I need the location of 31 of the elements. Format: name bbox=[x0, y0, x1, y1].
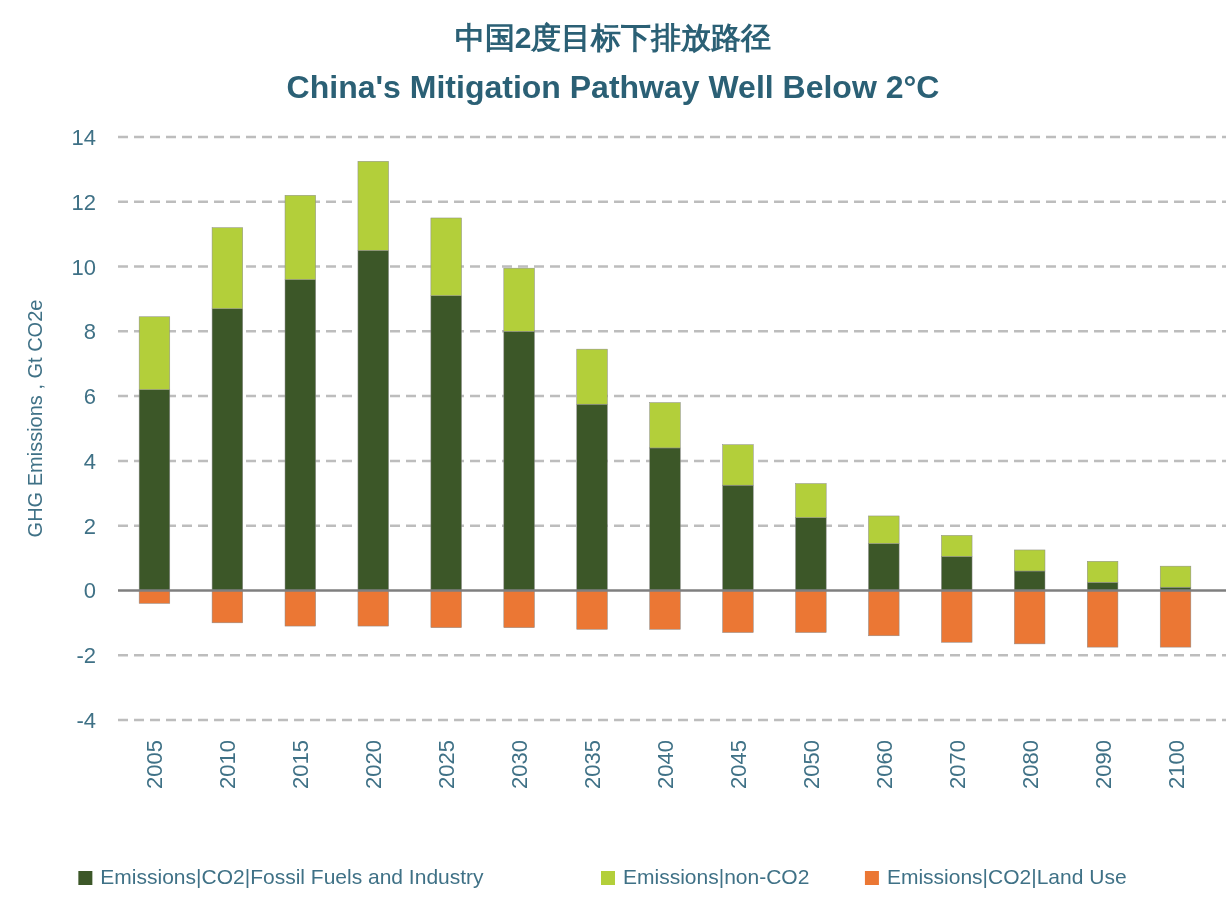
legend-label: Emissions|non-CO2 bbox=[623, 865, 810, 888]
x-tick-label: 2050 bbox=[798, 740, 824, 789]
x-tick-label: 2080 bbox=[1017, 740, 1043, 789]
x-tick-label: 2005 bbox=[142, 740, 168, 789]
y-tick-label: 12 bbox=[71, 189, 96, 215]
x-tick-label: 2100 bbox=[1163, 740, 1189, 789]
x-tick-label: 2060 bbox=[871, 740, 897, 789]
legend-label: Emissions|CO2|Fossil Fuels and Industry bbox=[100, 865, 485, 888]
x-tick-label: 2035 bbox=[580, 740, 606, 789]
x-tick-label: 2070 bbox=[944, 740, 970, 789]
y-tick-label: 10 bbox=[71, 254, 96, 280]
x-tick-label: 2045 bbox=[725, 740, 751, 789]
chart-title: 中国2度目标下排放路径 bbox=[454, 21, 772, 54]
x-tick-label: 2090 bbox=[1090, 740, 1116, 789]
y-axis-title: GHG Emissions , Gt CO2e bbox=[24, 299, 46, 538]
x-tick-label: 2010 bbox=[215, 740, 241, 789]
chart-subtitle: China's Mitigation Pathway Well Below 2°C bbox=[286, 69, 940, 105]
y-tick-label: 6 bbox=[83, 384, 96, 410]
y-tick-label: -2 bbox=[76, 643, 96, 669]
x-tick-label: 2040 bbox=[653, 740, 678, 789]
legend-label: Emissions|CO2|Land Use bbox=[886, 865, 1127, 888]
y-tick-label: -4 bbox=[76, 708, 96, 733]
y-tick-label: 14 bbox=[71, 125, 96, 150]
x-tick-label: 2025 bbox=[434, 740, 460, 789]
x-tick-label: 2015 bbox=[288, 740, 314, 789]
x-tick-label: 2020 bbox=[361, 740, 387, 789]
y-tick-label: 2 bbox=[83, 513, 96, 539]
y-tick-label: 8 bbox=[83, 319, 96, 345]
y-tick-label: 4 bbox=[83, 448, 96, 474]
x-tick-label: 2030 bbox=[507, 740, 533, 789]
y-tick-label: 0 bbox=[83, 578, 96, 604]
